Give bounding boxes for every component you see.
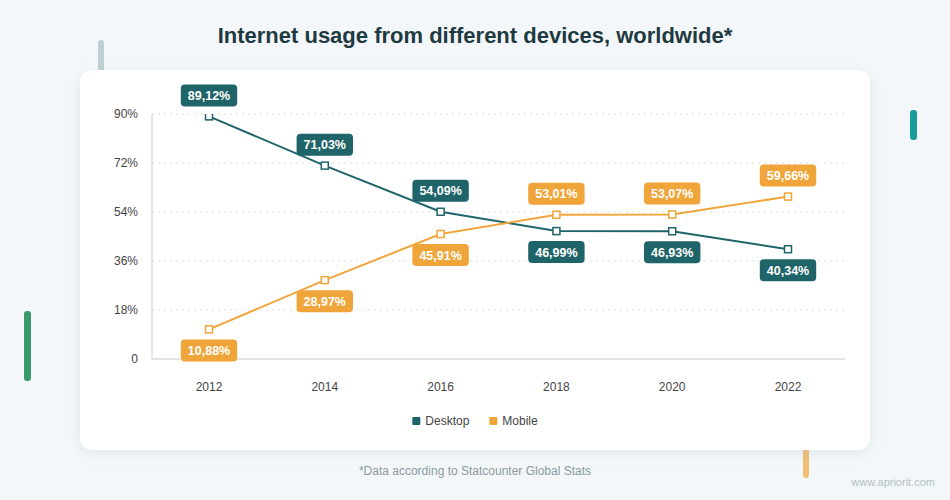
data-label-box xyxy=(181,84,237,106)
legend: Desktop Mobile xyxy=(412,414,538,428)
x-tick-label: 2016 xyxy=(427,380,454,394)
card xyxy=(80,70,870,450)
data-label-text: 53,01% xyxy=(535,187,577,201)
data-label-text: 10,88% xyxy=(188,344,230,358)
y-tick-label: 54% xyxy=(114,205,138,219)
series-line xyxy=(209,197,788,330)
data-label: 89,12% xyxy=(181,84,237,106)
legend-label: Desktop xyxy=(425,414,469,428)
x-tick-label: 2014 xyxy=(311,380,338,394)
grid-line xyxy=(152,163,845,164)
data-label-box xyxy=(181,339,237,361)
footnote: *Data according to Statcounter Global St… xyxy=(359,464,591,478)
x-tick-label: 2020 xyxy=(659,380,686,394)
data-label-text: 71,03% xyxy=(304,138,346,152)
data-label: 40,34% xyxy=(760,259,816,281)
marker xyxy=(785,193,792,200)
y-tick-label: 36% xyxy=(114,254,138,268)
marker xyxy=(321,277,328,284)
data-label-text: 28,97% xyxy=(304,295,346,309)
data-label: 46,99% xyxy=(528,241,584,263)
marker xyxy=(206,326,213,333)
legend-label: Mobile xyxy=(502,414,538,428)
marker xyxy=(669,211,676,218)
data-label-box xyxy=(528,241,584,263)
marker xyxy=(206,114,213,120)
data-label: 10,88% xyxy=(181,339,237,361)
x-axis xyxy=(152,359,845,360)
data-label-text: 45,91% xyxy=(419,249,461,263)
data-label-box xyxy=(412,180,468,202)
marker xyxy=(553,228,560,235)
data-label-text: 40,34% xyxy=(767,264,809,278)
data-label: 53,01% xyxy=(528,183,584,205)
decoration xyxy=(24,311,31,381)
y-axis xyxy=(152,114,153,359)
y-tick-label: 0 xyxy=(131,352,138,366)
data-label-box xyxy=(297,290,353,312)
x-tick-label: 2012 xyxy=(196,380,223,394)
data-label-box xyxy=(760,165,816,187)
data-label-text: 46,93% xyxy=(651,246,693,260)
marker xyxy=(437,231,444,238)
y-tick-label: 90% xyxy=(114,107,138,121)
data-label: 71,03% xyxy=(297,134,353,156)
legend-swatch xyxy=(489,417,497,425)
data-label: 46,93% xyxy=(644,241,700,263)
y-tick-label: 72% xyxy=(114,156,138,170)
x-tick-label: 2022 xyxy=(775,380,802,394)
data-label: 59,66% xyxy=(760,165,816,187)
data-label: 53,07% xyxy=(644,183,700,205)
marker xyxy=(785,246,792,253)
data-label-box xyxy=(297,134,353,156)
grid-line xyxy=(152,212,845,213)
data-label-box xyxy=(644,183,700,205)
marker xyxy=(553,211,560,218)
data-label-text: 59,66% xyxy=(767,169,809,183)
title: Internet usage from different devices, w… xyxy=(218,23,733,48)
marker xyxy=(437,208,444,215)
x-tick-label: 2018 xyxy=(543,380,570,394)
data-label: 45,91% xyxy=(412,244,468,266)
legend-swatch xyxy=(412,417,420,425)
plot-area xyxy=(206,114,792,333)
data-label: 54,09% xyxy=(412,180,468,202)
data-label-text: 54,09% xyxy=(419,184,461,198)
marker xyxy=(669,228,676,235)
watermark: www.apriorit.com xyxy=(850,476,935,488)
chart: Internet usage from different devices, w… xyxy=(0,0,950,500)
data-label-text: 46,99% xyxy=(535,246,577,260)
data-label-box xyxy=(528,183,584,205)
decoration xyxy=(803,448,809,478)
marker xyxy=(321,162,328,169)
series-line xyxy=(209,116,788,249)
data-label-text: 89,12% xyxy=(188,89,230,103)
data-label-box xyxy=(644,241,700,263)
data-label-text: 53,07% xyxy=(651,187,693,201)
grid-line xyxy=(152,114,845,115)
data-label: 28,97% xyxy=(297,290,353,312)
y-tick-label: 18% xyxy=(114,303,138,317)
grid-line xyxy=(152,261,845,262)
decoration xyxy=(910,110,917,140)
data-label-box xyxy=(760,259,816,281)
data-label-box xyxy=(412,244,468,266)
